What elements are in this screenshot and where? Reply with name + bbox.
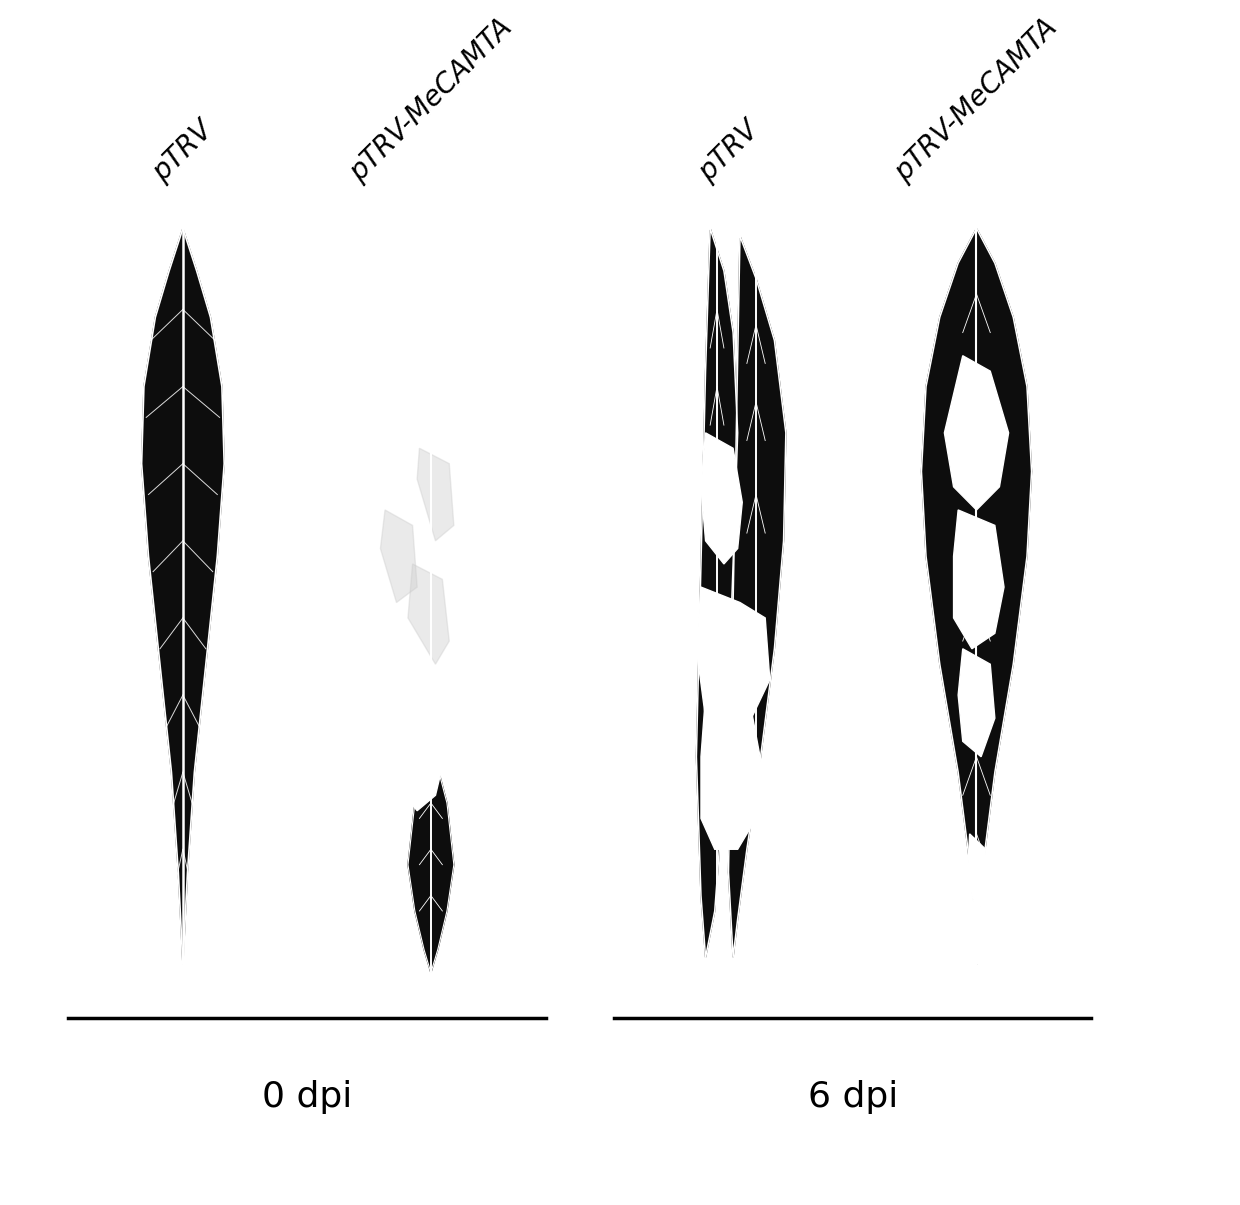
Polygon shape [701, 433, 743, 564]
Polygon shape [408, 741, 454, 972]
Polygon shape [945, 355, 1008, 510]
Polygon shape [965, 895, 988, 965]
Polygon shape [921, 229, 1032, 965]
Polygon shape [967, 834, 988, 911]
Polygon shape [357, 229, 505, 741]
Text: 6 dpi: 6 dpi [808, 1080, 898, 1113]
Text: 0 dpi: 0 dpi [263, 1080, 352, 1113]
Polygon shape [701, 695, 763, 850]
Polygon shape [697, 229, 738, 957]
Text: pTRV-MeCAMTA: pTRV-MeCAMTA [345, 13, 517, 187]
Polygon shape [141, 229, 224, 965]
Text: pTRV: pTRV [693, 116, 764, 187]
Text: 1 cm: 1 cm [207, 912, 238, 925]
Polygon shape [729, 236, 786, 957]
Polygon shape [954, 510, 1004, 648]
Polygon shape [697, 587, 770, 741]
Polygon shape [392, 695, 445, 811]
Polygon shape [408, 564, 449, 664]
Polygon shape [381, 510, 417, 602]
Polygon shape [959, 648, 994, 757]
Text: pTRV: pTRV [148, 116, 218, 187]
Polygon shape [417, 448, 454, 541]
Text: pTRV-MeCAMTA: pTRV-MeCAMTA [890, 13, 1063, 187]
